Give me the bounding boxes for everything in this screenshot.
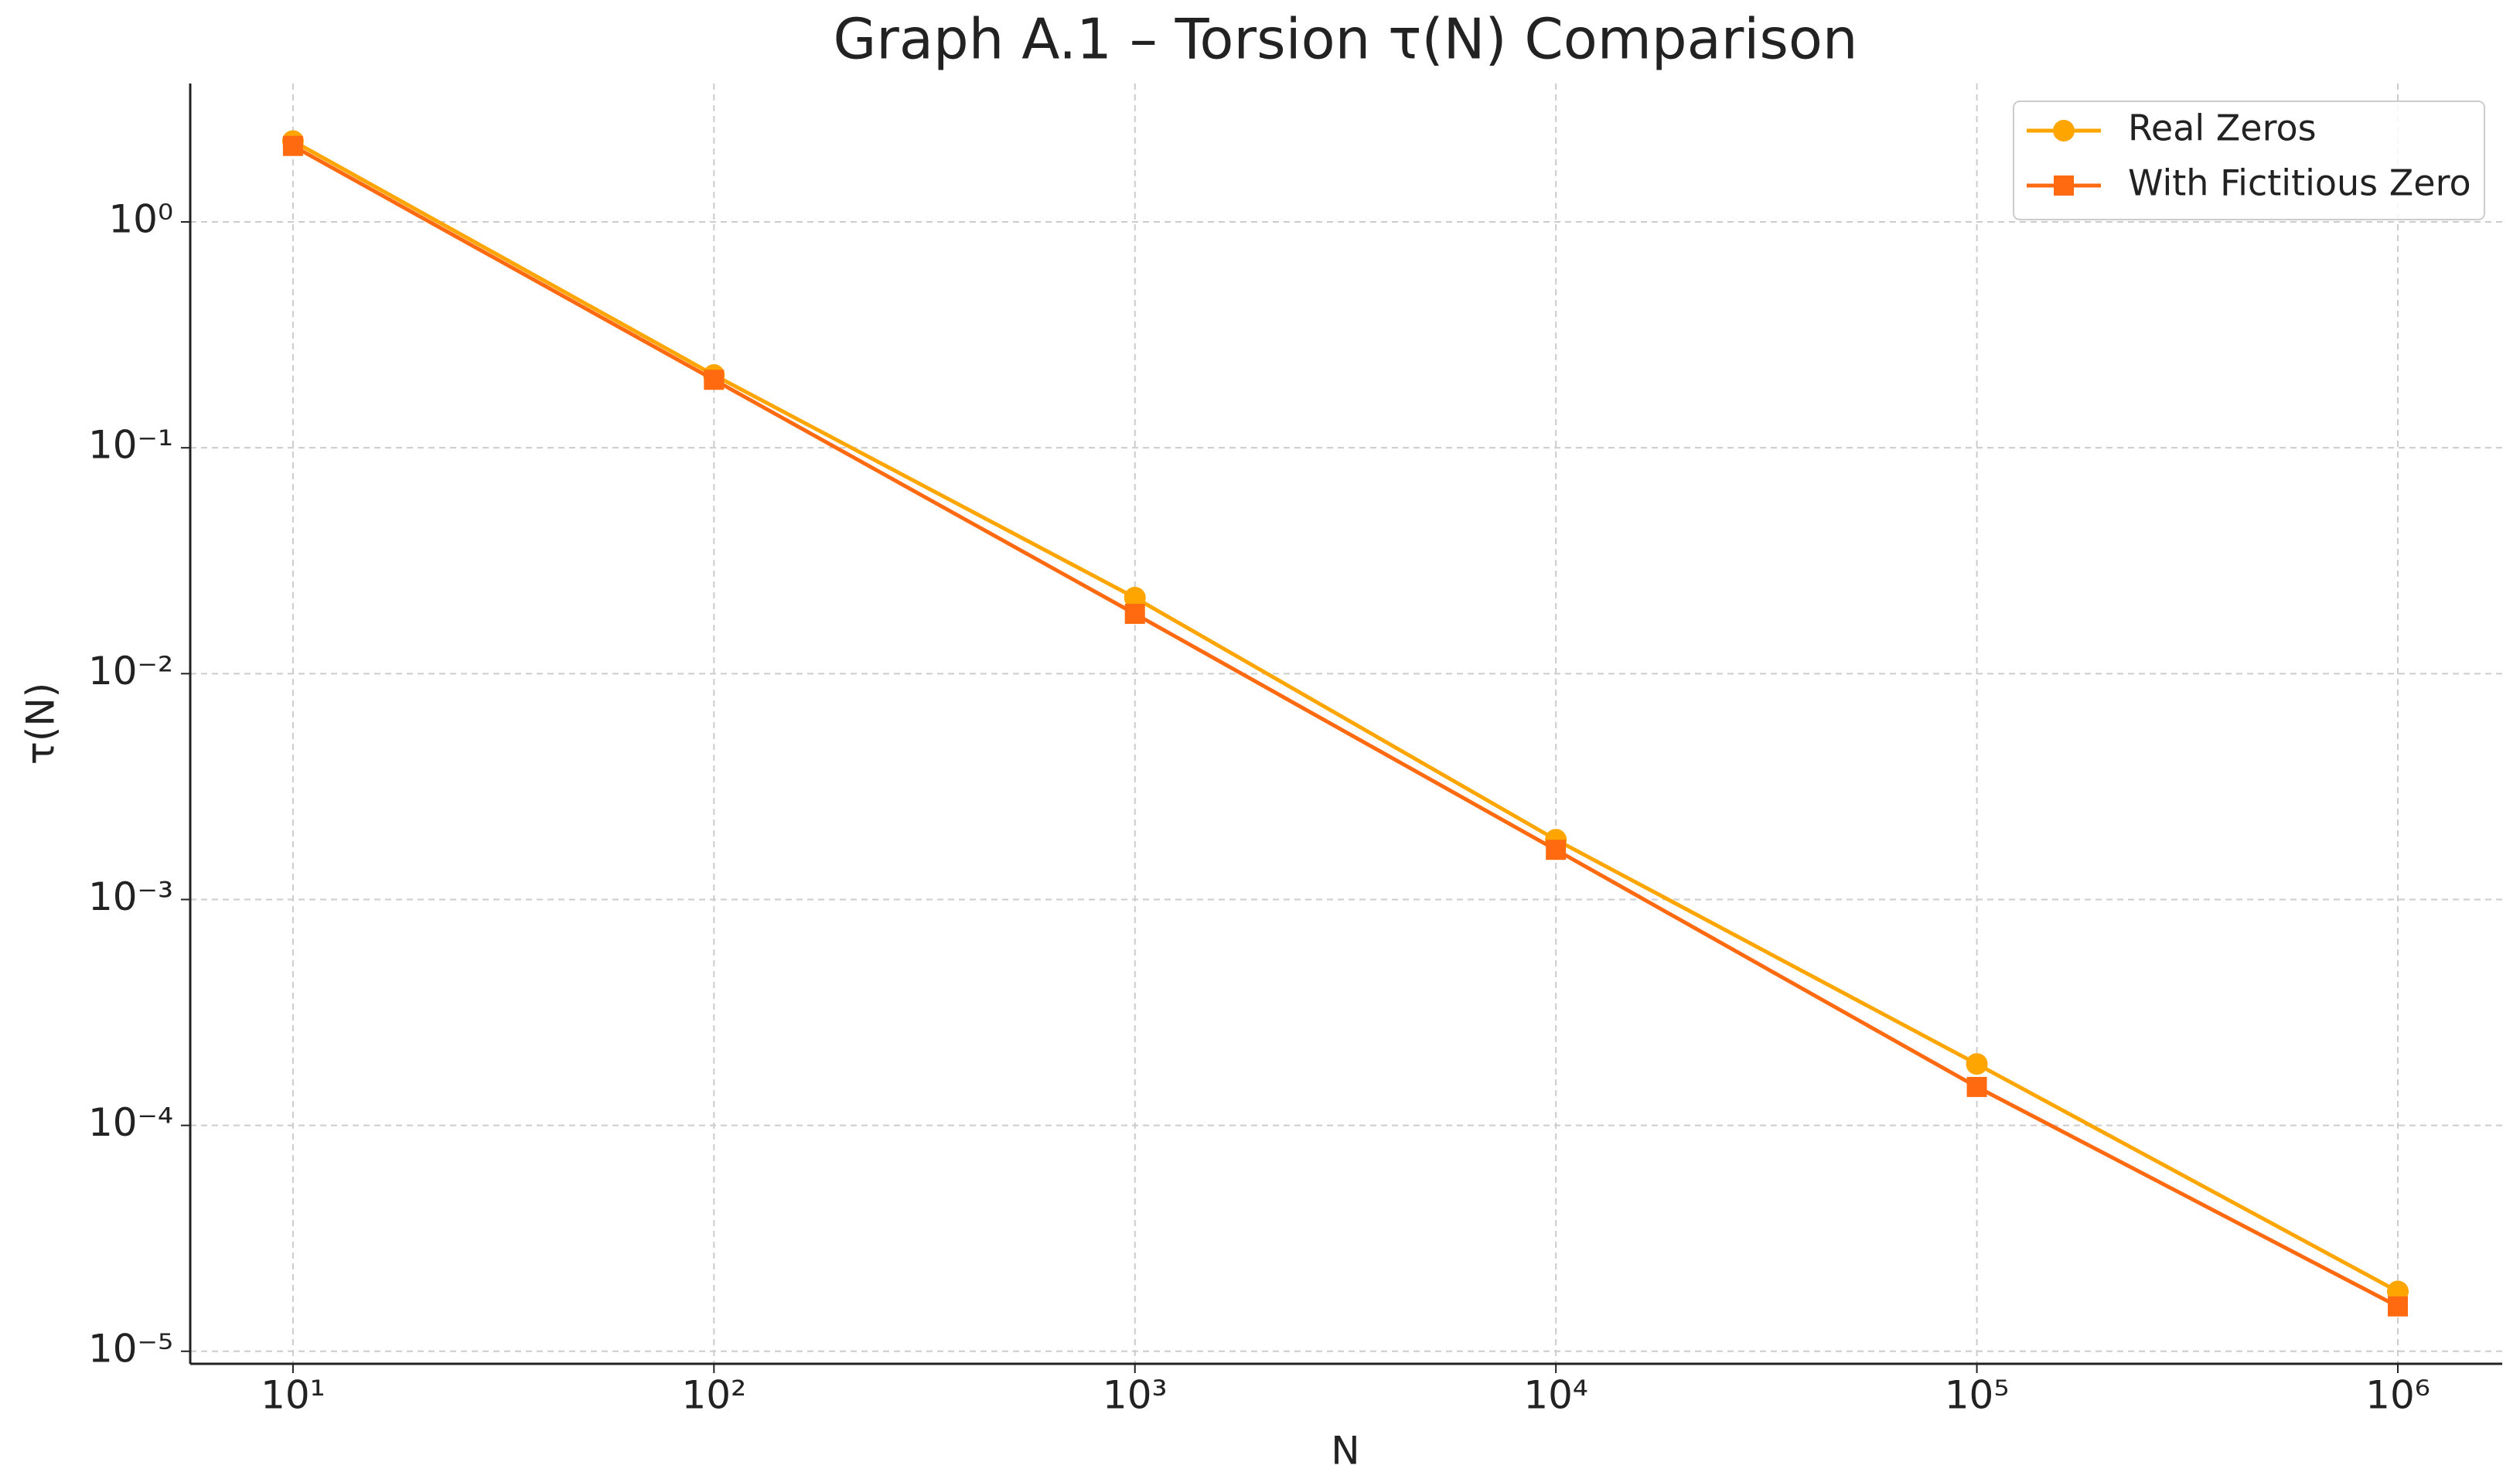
y-axis-label: τ(N) xyxy=(19,683,63,765)
data-point xyxy=(1546,840,1567,860)
x-tick-label: 10³ xyxy=(1103,1373,1168,1418)
data-point xyxy=(704,370,725,390)
legend-box xyxy=(2013,101,2485,220)
y-tick-label: 10⁻¹ xyxy=(88,423,173,468)
y-tick-label: 10⁻² xyxy=(88,649,173,693)
y-tick-label: 10⁻⁵ xyxy=(88,1326,173,1371)
x-tick-label: 10⁴ xyxy=(1523,1373,1588,1418)
series-line xyxy=(292,139,2399,1293)
data-point xyxy=(1124,603,1145,624)
legend-label: Real Zeros xyxy=(2128,107,2317,149)
data-point xyxy=(282,135,303,156)
data-point xyxy=(1966,1053,1988,1075)
legend-marker xyxy=(2054,176,2074,196)
data-point xyxy=(1124,587,1146,609)
x-tick-label: 10⁵ xyxy=(1945,1373,2010,1418)
data-point xyxy=(2387,1296,2408,1317)
x-tick-label: 10⁶ xyxy=(2365,1373,2430,1418)
y-tick-label: 10⁻³ xyxy=(88,874,173,919)
y-tick-label: 10⁻⁴ xyxy=(88,1100,173,1145)
legend-marker xyxy=(2053,120,2075,141)
x-axis-label: N xyxy=(1331,1429,1359,1474)
legend-label: With Fictitious Zero xyxy=(2128,162,2471,204)
data-point xyxy=(1966,1076,1987,1097)
x-tick-label: 10¹ xyxy=(261,1373,326,1418)
y-tick-label: 10⁰ xyxy=(108,197,173,242)
series-line xyxy=(292,144,2399,1308)
chart-title: Graph A.1 – Torsion τ(N) Comparison xyxy=(833,7,1857,72)
x-tick-label: 10² xyxy=(681,1373,746,1418)
